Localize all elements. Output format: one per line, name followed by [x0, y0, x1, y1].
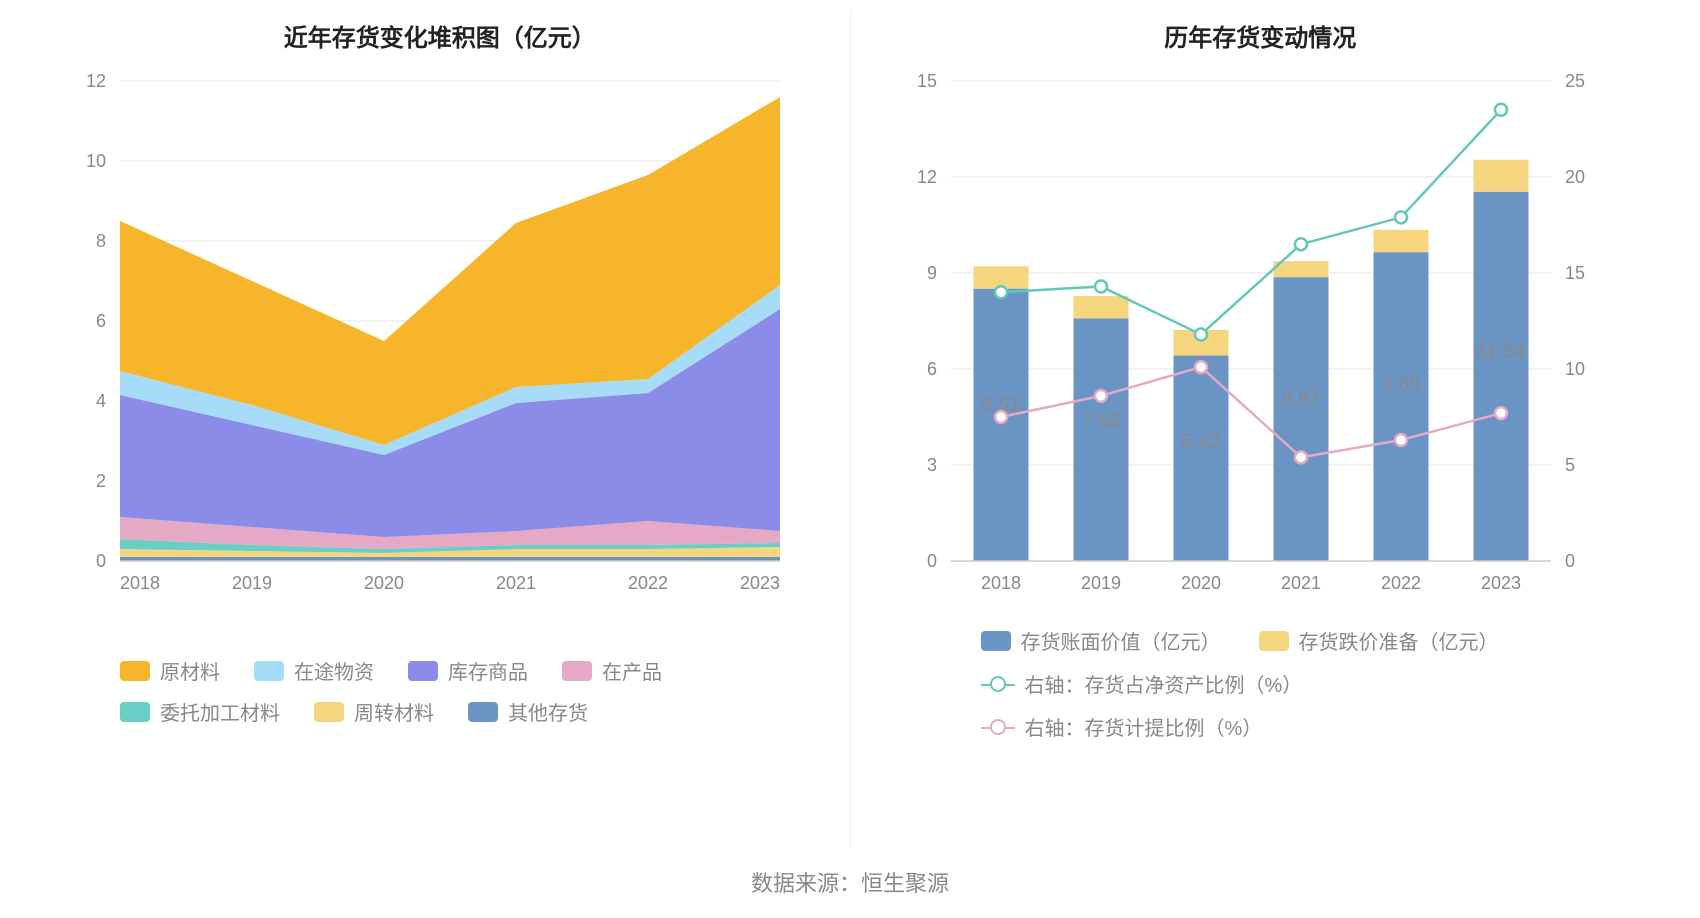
legend-swatch	[120, 661, 150, 681]
legend-label: 右轴：存货占净资产比例（%）	[1025, 669, 1303, 698]
bar-line-svg: 0 3 6 9 12 15 0 5 10 15 20 25 2018 2019 2020 2021 2022 20…	[881, 71, 1621, 601]
svg-text:12: 12	[916, 167, 936, 187]
legend-item-consigned_proc[interactable]: 委托加工材料	[120, 697, 280, 726]
legend-label: 周转材料	[354, 697, 434, 726]
legend-item-pct_net_assets[interactable]: 右轴：存货占净资产比例（%）	[981, 669, 1303, 698]
svg-text:15: 15	[916, 71, 936, 91]
marker-pct_provision	[1195, 361, 1207, 373]
legend-line-swatch	[981, 719, 1015, 735]
legend-label: 存货账面价值（亿元）	[1021, 626, 1221, 655]
legend-swatch	[562, 661, 592, 681]
legend-label: 原材料	[160, 656, 220, 685]
svg-text:9: 9	[926, 263, 936, 283]
bar-book_value	[1373, 252, 1428, 561]
svg-text:2022: 2022	[628, 573, 668, 593]
svg-text:2: 2	[96, 471, 106, 491]
marker-pct_net_assets	[1395, 211, 1407, 223]
svg-text:10: 10	[1565, 359, 1585, 379]
svg-text:2021: 2021	[1280, 573, 1320, 593]
marker-pct_net_assets	[995, 286, 1007, 298]
left-chart-legend: 原材料 在途物资 库存商品 在产品委托加工材料 周转材料 其他存货	[60, 606, 820, 736]
svg-text:0: 0	[1565, 551, 1575, 571]
bar-impairment	[1473, 160, 1528, 192]
marker-pct_provision	[1295, 451, 1307, 463]
marker-pct_provision	[995, 411, 1007, 423]
svg-text:4: 4	[96, 391, 106, 411]
svg-text:2022: 2022	[1380, 573, 1420, 593]
svg-text:10: 10	[86, 151, 106, 171]
right-chart-panel: 历年存货变动情况 0 3 6 9 12 15 0 5 10 15 20 25 2018 2019 2020 2…	[851, 10, 1641, 848]
svg-text:20: 20	[1565, 167, 1585, 187]
legend-item-wip[interactable]: 在产品	[562, 656, 662, 685]
legend-swatch	[468, 702, 498, 722]
legend-item-in_transit[interactable]: 在途物资	[254, 656, 374, 685]
svg-text:25: 25	[1565, 71, 1585, 91]
legend-line-swatch	[981, 676, 1015, 692]
svg-text:0: 0	[926, 551, 936, 571]
legend-item-other_inventory[interactable]: 其他存货	[468, 697, 588, 726]
svg-text:3: 3	[926, 455, 936, 475]
left-chart-panel: 近年存货变化堆积图（亿元） 0 2 4 6 8 10 12 2018 2019 2020 2021 2…	[60, 10, 851, 848]
bar-impairment	[1273, 261, 1328, 277]
marker-pct_net_assets	[1295, 238, 1307, 250]
svg-text:2023: 2023	[740, 573, 780, 593]
legend-swatch	[254, 661, 284, 681]
legend-label: 在途物资	[294, 656, 374, 685]
legend-swatch	[314, 702, 344, 722]
stacked-area-svg: 0 2 4 6 8 10 12 2018 2019 2020 2021 2022 2023	[60, 71, 800, 601]
marker-pct_provision	[1095, 390, 1107, 402]
svg-text:8: 8	[96, 231, 106, 251]
legend-label: 在产品	[602, 656, 662, 685]
bar-book_value	[1173, 356, 1228, 561]
svg-text:5: 5	[1565, 455, 1575, 475]
right-plot: 0 3 6 9 12 15 0 5 10 15 20 25 2018 2019 2020 2021 2022 20…	[881, 71, 1641, 606]
data-source-label: 数据来源：恒生聚源	[0, 848, 1700, 918]
svg-text:6: 6	[96, 311, 106, 331]
legend-item-pct_provision[interactable]: 右轴：存货计提比例（%）	[981, 712, 1263, 741]
legend-label: 存货跌价准备（亿元）	[1299, 626, 1499, 655]
bar-book_value	[1473, 192, 1528, 561]
marker-pct_net_assets	[1095, 280, 1107, 292]
svg-text:6: 6	[926, 359, 936, 379]
svg-text:2018: 2018	[980, 573, 1020, 593]
svg-text:2018: 2018	[120, 573, 160, 593]
bar-book_value	[1273, 277, 1328, 561]
legend-label: 其他存货	[508, 697, 588, 726]
legend-swatch	[981, 631, 1011, 651]
svg-text:2023: 2023	[1480, 573, 1520, 593]
svg-text:0: 0	[96, 551, 106, 571]
left-chart-title: 近年存货变化堆积图（亿元）	[60, 18, 820, 53]
charts-row: 近年存货变化堆积图（亿元） 0 2 4 6 8 10 12 2018 2019 2020 2021 2…	[0, 0, 1700, 848]
bar-book_value	[973, 289, 1028, 561]
marker-pct_provision	[1495, 407, 1507, 419]
svg-text:2021: 2021	[496, 573, 536, 593]
legend-label: 右轴：存货计提比例（%）	[1025, 712, 1263, 741]
marker-pct_provision	[1395, 434, 1407, 446]
legend-item-impairment[interactable]: 存货跌价准备（亿元）	[1259, 626, 1499, 655]
svg-text:2020: 2020	[1180, 573, 1220, 593]
svg-text:2019: 2019	[232, 573, 272, 593]
legend-item-finished_goods[interactable]: 库存商品	[408, 656, 528, 685]
legend-swatch	[1259, 631, 1289, 651]
legend-swatch	[408, 661, 438, 681]
marker-pct_net_assets	[1495, 104, 1507, 116]
legend-label: 委托加工材料	[160, 697, 280, 726]
svg-text:2020: 2020	[364, 573, 404, 593]
legend-label: 库存商品	[448, 656, 528, 685]
legend-item-turnover_material[interactable]: 周转材料	[314, 697, 434, 726]
legend-item-book_value[interactable]: 存货账面价值（亿元）	[981, 626, 1221, 655]
svg-text:15: 15	[1565, 263, 1585, 283]
bar-book_value	[1073, 318, 1128, 561]
legend-swatch	[120, 702, 150, 722]
dashboard-container: 近年存货变化堆积图（亿元） 0 2 4 6 8 10 12 2018 2019 2020 2021 2…	[0, 0, 1700, 918]
marker-pct_net_assets	[1195, 328, 1207, 340]
right-chart-title: 历年存货变动情况	[881, 18, 1641, 53]
svg-text:2019: 2019	[1080, 573, 1120, 593]
bar-impairment	[1073, 296, 1128, 318]
bar-impairment	[1373, 230, 1428, 252]
svg-text:12: 12	[86, 71, 106, 91]
legend-item-raw_material[interactable]: 原材料	[120, 656, 220, 685]
right-chart-legend: 存货账面价值（亿元） 存货跌价准备（亿元） 右轴：存货占净资产比例（%） 右轴：存货计…	[881, 606, 1641, 751]
left-plot: 0 2 4 6 8 10 12 2018 2019 2020 2021 2022 2023	[60, 71, 820, 606]
